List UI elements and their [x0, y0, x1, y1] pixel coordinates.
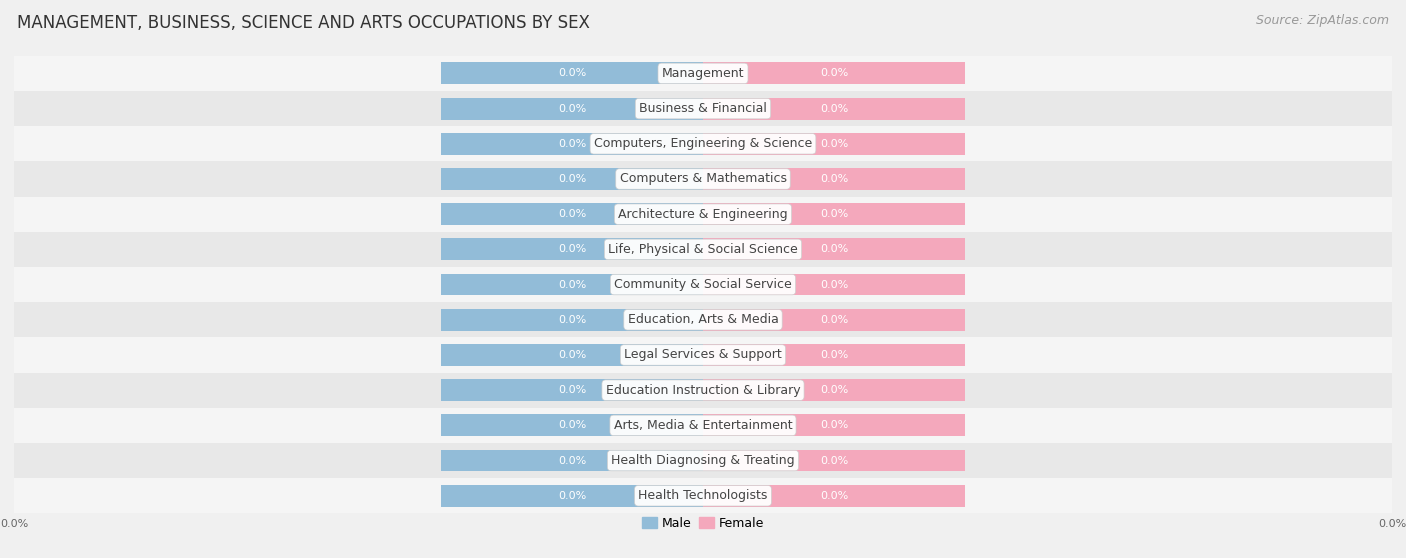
Bar: [703, 379, 965, 401]
Bar: [441, 309, 703, 331]
Bar: [14, 232, 1392, 267]
Bar: [441, 415, 703, 436]
Text: 0.0%: 0.0%: [558, 104, 586, 114]
Bar: [441, 168, 703, 190]
Text: Legal Services & Support: Legal Services & Support: [624, 349, 782, 362]
Text: 0.0%: 0.0%: [820, 174, 848, 184]
Text: 0.0%: 0.0%: [558, 174, 586, 184]
Text: Source: ZipAtlas.com: Source: ZipAtlas.com: [1256, 14, 1389, 27]
Bar: [703, 344, 965, 366]
Bar: [14, 373, 1392, 408]
Text: 0.0%: 0.0%: [558, 491, 586, 501]
Text: 0.0%: 0.0%: [820, 209, 848, 219]
Text: Education, Arts & Media: Education, Arts & Media: [627, 313, 779, 326]
Legend: Male, Female: Male, Female: [640, 514, 766, 532]
Bar: [441, 450, 703, 472]
Bar: [14, 196, 1392, 232]
Text: 0.0%: 0.0%: [558, 315, 586, 325]
Text: Arts, Media & Entertainment: Arts, Media & Entertainment: [613, 419, 793, 432]
Text: 0.0%: 0.0%: [820, 420, 848, 430]
Bar: [703, 168, 965, 190]
Text: MANAGEMENT, BUSINESS, SCIENCE AND ARTS OCCUPATIONS BY SEX: MANAGEMENT, BUSINESS, SCIENCE AND ARTS O…: [17, 14, 589, 32]
Text: 0.0%: 0.0%: [558, 280, 586, 290]
Text: 0.0%: 0.0%: [558, 455, 586, 465]
Bar: [14, 302, 1392, 338]
Text: 0.0%: 0.0%: [558, 69, 586, 78]
Text: 0.0%: 0.0%: [820, 104, 848, 114]
Text: Management: Management: [662, 67, 744, 80]
Text: 0.0%: 0.0%: [558, 139, 586, 149]
Text: Education Instruction & Library: Education Instruction & Library: [606, 384, 800, 397]
Text: 0.0%: 0.0%: [820, 491, 848, 501]
Bar: [14, 91, 1392, 126]
Text: 0.0%: 0.0%: [820, 280, 848, 290]
Text: Community & Social Service: Community & Social Service: [614, 278, 792, 291]
Bar: [441, 203, 703, 225]
Bar: [441, 62, 703, 84]
Bar: [441, 344, 703, 366]
Text: Business & Financial: Business & Financial: [640, 102, 766, 115]
Text: 0.0%: 0.0%: [820, 350, 848, 360]
Bar: [441, 273, 703, 296]
Text: Computers, Engineering & Science: Computers, Engineering & Science: [593, 137, 813, 150]
Text: 0.0%: 0.0%: [558, 420, 586, 430]
Bar: [703, 309, 965, 331]
Bar: [703, 273, 965, 296]
Bar: [703, 238, 965, 260]
Bar: [703, 203, 965, 225]
Text: 0.0%: 0.0%: [820, 139, 848, 149]
Bar: [14, 56, 1392, 91]
Bar: [441, 379, 703, 401]
Text: 0.0%: 0.0%: [820, 385, 848, 395]
Bar: [441, 238, 703, 260]
Text: 0.0%: 0.0%: [820, 315, 848, 325]
Bar: [703, 415, 965, 436]
Bar: [703, 133, 965, 155]
Text: 0.0%: 0.0%: [820, 244, 848, 254]
Text: 0.0%: 0.0%: [558, 350, 586, 360]
Bar: [703, 98, 965, 119]
Bar: [14, 161, 1392, 196]
Bar: [14, 267, 1392, 302]
Bar: [441, 133, 703, 155]
Bar: [14, 478, 1392, 513]
Text: 0.0%: 0.0%: [558, 209, 586, 219]
Bar: [441, 485, 703, 507]
Text: 0.0%: 0.0%: [558, 244, 586, 254]
Text: 0.0%: 0.0%: [820, 69, 848, 78]
Bar: [703, 450, 965, 472]
Text: Health Diagnosing & Treating: Health Diagnosing & Treating: [612, 454, 794, 467]
Text: 0.0%: 0.0%: [820, 455, 848, 465]
Bar: [703, 485, 965, 507]
Bar: [14, 443, 1392, 478]
Text: Life, Physical & Social Science: Life, Physical & Social Science: [609, 243, 797, 256]
Text: Health Technologists: Health Technologists: [638, 489, 768, 502]
Bar: [14, 408, 1392, 443]
Bar: [703, 62, 965, 84]
Bar: [441, 98, 703, 119]
Bar: [14, 338, 1392, 373]
Text: Computers & Mathematics: Computers & Mathematics: [620, 172, 786, 185]
Bar: [14, 126, 1392, 161]
Text: 0.0%: 0.0%: [558, 385, 586, 395]
Text: Architecture & Engineering: Architecture & Engineering: [619, 208, 787, 220]
